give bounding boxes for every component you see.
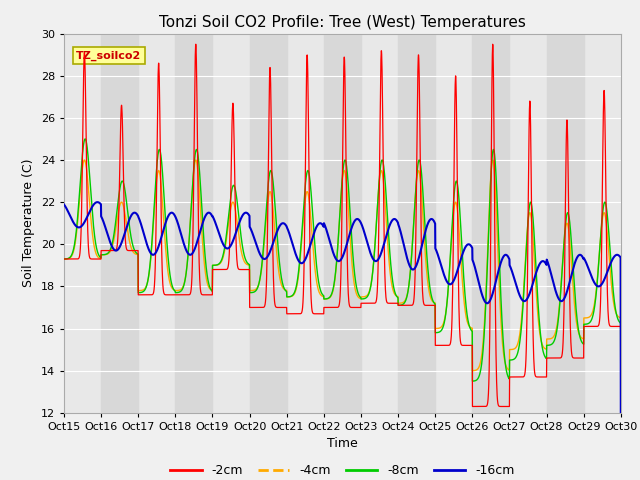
Bar — [101, 34, 138, 413]
Bar — [398, 34, 435, 413]
Bar — [547, 34, 584, 413]
X-axis label: Time: Time — [327, 437, 358, 450]
Text: TZ_soilco2: TZ_soilco2 — [76, 51, 141, 61]
Bar — [175, 34, 212, 413]
Bar — [472, 34, 509, 413]
Title: Tonzi Soil CO2 Profile: Tree (West) Temperatures: Tonzi Soil CO2 Profile: Tree (West) Temp… — [159, 15, 526, 30]
Legend: -2cm, -4cm, -8cm, -16cm: -2cm, -4cm, -8cm, -16cm — [165, 459, 520, 480]
Bar — [324, 34, 361, 413]
Y-axis label: Soil Temperature (C): Soil Temperature (C) — [22, 159, 35, 288]
Bar — [250, 34, 287, 413]
